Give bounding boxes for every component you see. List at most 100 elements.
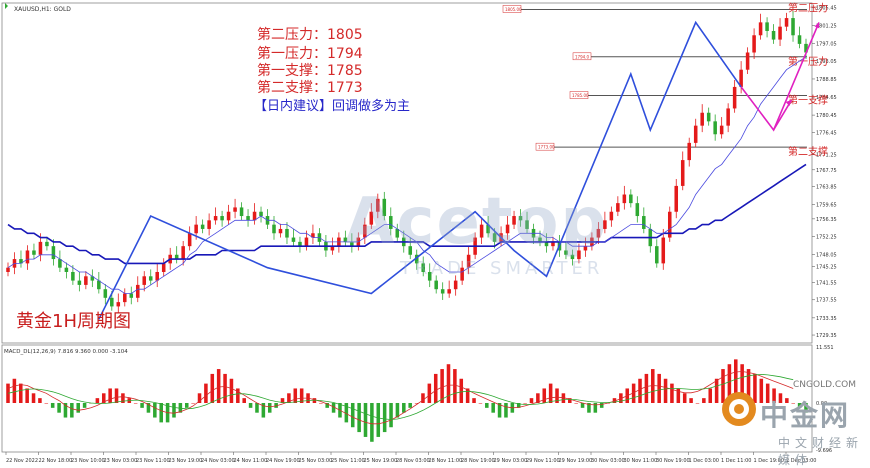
watermark-slogan: TRADE SMARTER	[400, 258, 604, 279]
macd-bar	[714, 378, 719, 403]
candle-body	[603, 220, 607, 229]
level-tag	[569, 91, 589, 99]
candle-body	[538, 237, 542, 242]
candle-body	[174, 254, 179, 260]
candle-body	[58, 259, 62, 268]
candle-body	[447, 289, 451, 294]
candle-body	[739, 69, 743, 87]
candle-body	[213, 216, 218, 221]
macd-bar	[274, 402, 278, 408]
macd-bar	[708, 388, 713, 403]
macd-bar	[121, 393, 125, 403]
macd-bar	[587, 402, 591, 413]
candle-body	[103, 289, 108, 298]
macd-bar	[101, 393, 106, 403]
x-tick-label: 23 Nov 03:00	[104, 458, 138, 464]
logo-name: 中金网	[760, 399, 851, 432]
candle-body	[564, 250, 568, 255]
macd-bar	[6, 383, 10, 403]
macd-bar	[38, 398, 42, 403]
macd-bar	[536, 393, 540, 403]
macd-y-tick-label: -9.696	[816, 448, 832, 454]
candle-body	[129, 293, 134, 298]
forecast-arrow-icon	[814, 22, 820, 29]
level-tag-text: 1805.00	[505, 7, 522, 12]
macd-bar	[357, 402, 361, 433]
candle-body	[479, 224, 484, 238]
macd-bar	[82, 402, 87, 408]
candle-body	[609, 211, 614, 221]
macd-bar	[516, 402, 521, 408]
macd-bar	[159, 402, 163, 423]
macd-bar	[76, 402, 80, 413]
logo-sub: 中文财经新媒体	[778, 436, 864, 467]
macd-bar	[370, 402, 374, 442]
candle-body	[369, 211, 374, 225]
macd-bar	[63, 402, 68, 418]
candle-body	[272, 224, 276, 234]
macd-bar	[644, 373, 649, 403]
macd-bar	[408, 402, 412, 408]
macd-bar	[12, 378, 17, 403]
macd-bar	[293, 388, 298, 403]
candle-body	[674, 185, 679, 212]
macd-bar	[389, 402, 393, 428]
macd-bar	[568, 398, 572, 403]
level-tag	[502, 5, 522, 13]
candle-body	[629, 194, 633, 204]
candle-body	[226, 211, 231, 221]
macd-bar	[440, 369, 444, 403]
x-tick-label: 29 Nov 11:00	[526, 458, 560, 464]
macd-bar	[785, 398, 789, 403]
level-tag	[535, 142, 555, 151]
candle-body	[161, 263, 166, 272]
y-tick-label: 1788.85	[816, 77, 837, 83]
macd-bar	[178, 402, 183, 413]
macd-bar	[657, 373, 661, 403]
candle-body	[6, 267, 10, 272]
macd-bar	[197, 393, 202, 403]
candle-body	[382, 198, 387, 217]
candle-body	[486, 224, 490, 234]
macd-bar	[70, 402, 74, 418]
macd-bar	[523, 402, 527, 404]
x-tick-label: 28 Nov 03:00	[396, 458, 430, 464]
y-tick-label: 1752.25	[816, 234, 837, 240]
candle-body	[680, 160, 685, 186]
macd-bar	[619, 393, 623, 403]
candle-body	[687, 142, 691, 161]
macd-bar	[133, 402, 138, 404]
y-tick-label: 1741.55	[816, 281, 837, 287]
macd-bar	[676, 388, 681, 403]
macd-bar	[485, 402, 489, 408]
level-tag-text: 1773.00	[538, 145, 555, 150]
macd-bar	[555, 388, 559, 403]
y-tick-label: 1737.55	[816, 298, 837, 304]
watermark-brand: Acetop	[345, 185, 609, 259]
candle-body	[376, 198, 380, 212]
macd-bar	[25, 388, 29, 403]
candle-body	[525, 220, 529, 229]
candle-body	[123, 293, 127, 303]
candle-body	[38, 241, 43, 255]
candle-body	[706, 112, 711, 122]
macd-bar	[433, 373, 438, 403]
macd-bar	[721, 369, 725, 403]
macd-bar	[280, 398, 285, 403]
macd-bar	[172, 402, 176, 418]
resistance2-annotation: 第二压力：1805	[257, 27, 363, 43]
macd-bar	[248, 402, 253, 408]
candle-body	[804, 43, 808, 53]
ma-fast-line	[7, 56, 807, 294]
candle-body	[616, 203, 620, 212]
macd-bar	[465, 388, 470, 403]
macd-bar	[778, 393, 783, 403]
macd-bar	[804, 402, 808, 413]
y-tick-label: 1767.75	[816, 168, 837, 174]
macd-bar	[772, 388, 776, 403]
candle-body	[200, 224, 205, 229]
candle-body	[771, 30, 776, 40]
x-tick-label: 1 Dec 19:00	[754, 458, 784, 464]
y-tick-label: 1784.65	[816, 95, 837, 101]
x-tick-label: 1 Dec 03:00	[689, 458, 719, 464]
